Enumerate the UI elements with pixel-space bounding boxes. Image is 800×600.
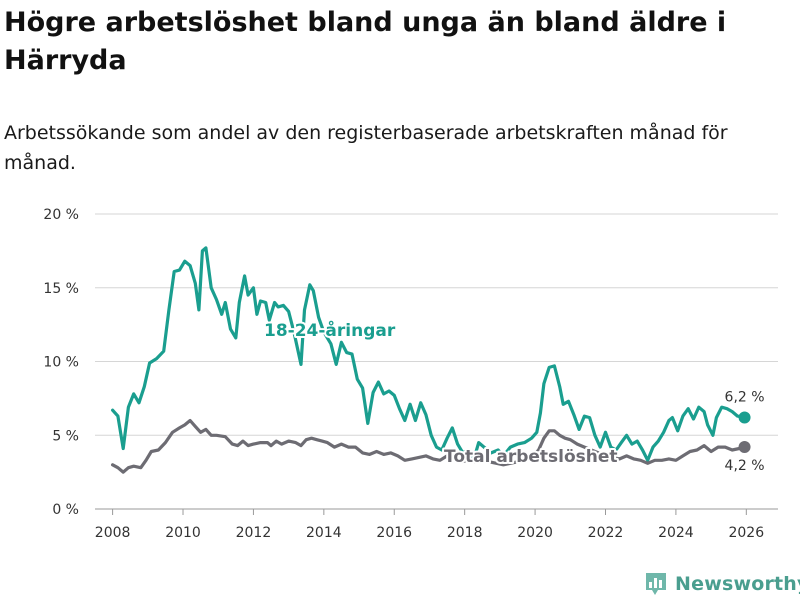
x-tick-label: 2012 <box>236 525 272 541</box>
end-value-label-youth: 6,2 % <box>725 390 765 406</box>
chart-subtitle: Arbetssökande som andel av den registerb… <box>4 122 728 174</box>
y-tick-label: 15 % <box>43 281 79 297</box>
y-tick-label: 10 % <box>43 355 79 371</box>
x-tick-label: 2014 <box>306 525 342 541</box>
brand[interactable]: Newsworthy <box>644 570 800 598</box>
series-line-total <box>111 418 747 474</box>
chart-title: Högre arbetslöshet bland unga än bland ä… <box>4 7 727 76</box>
x-tick-label: 2022 <box>588 525 624 541</box>
y-tick-label: 0 % <box>52 502 79 518</box>
x-tick-label: 2020 <box>517 525 553 541</box>
end-value-label-total: 4,2 % <box>725 458 765 474</box>
series-end-marker-youth <box>738 411 751 424</box>
brand-name: Newsworthy <box>675 573 800 595</box>
y-tick-label: 20 % <box>43 207 79 223</box>
series-end-marker-total <box>738 441 751 454</box>
x-tick-label: 2018 <box>447 525 483 541</box>
y-tick-label: 5 % <box>52 428 79 444</box>
series-line-youth <box>111 246 747 462</box>
x-tick-label: 2008 <box>95 525 131 541</box>
series-label-total: Total arbetslöshet <box>444 447 618 467</box>
newsworthy-logo-icon <box>646 573 666 595</box>
series-label-youth: 18-24-åringar <box>264 319 396 341</box>
x-tick-label: 2026 <box>728 525 764 541</box>
x-tick-label: 2010 <box>165 525 201 541</box>
x-tick-label: 2024 <box>658 525 694 541</box>
x-tick-label: 2016 <box>376 525 412 541</box>
